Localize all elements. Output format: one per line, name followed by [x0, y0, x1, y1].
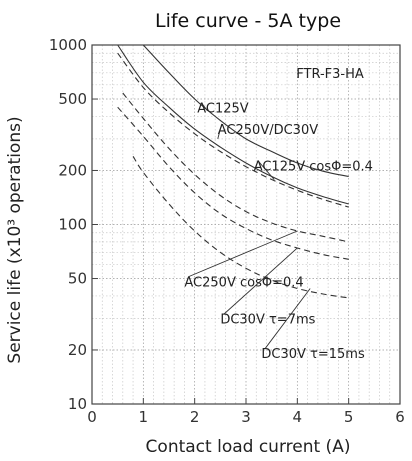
ticks-layer: 0 1 2 3 4 5 6 10 20 50 100 200 500 1000 — [49, 36, 405, 426]
x-tick-label: 2 — [190, 408, 200, 426]
x-tick-label: 4 — [293, 408, 303, 426]
leader-line-ac125v — [200, 102, 208, 112]
leader-line-ac250v-cos-0-4 — [188, 230, 298, 278]
leader-line-ac250v-dc30v — [217, 123, 223, 139]
annotation-dc30v-7ms: DC30V τ=7ms — [220, 313, 315, 328]
series-line-dc30v-15ms — [132, 155, 349, 299]
leader-line-dc30v-15ms — [265, 288, 311, 349]
series-layer — [117, 44, 349, 299]
x-tick-label: 5 — [344, 408, 354, 426]
annotation-ac125v-cos-0-4: AC125V cosΦ=0.4 — [254, 159, 373, 174]
annotation-ac250v-cos-0-4: AC250V cosΦ=0.4 — [184, 276, 303, 291]
annotation-dc30v-15ms: DC30V τ=15ms — [261, 347, 365, 362]
series-line-dc30v-7ms — [117, 106, 349, 260]
y-tick-label: 50 — [68, 270, 87, 288]
series-line-ac125v-cos-0-4 — [117, 52, 349, 208]
y-tick-label: 1000 — [49, 36, 87, 54]
y-axis-title: Service life (x10³ operations) — [5, 116, 25, 363]
series-line-ac250v-dc30v — [117, 44, 349, 205]
y-tick-label: 500 — [58, 90, 87, 108]
x-axis-title: Contact load current (A) — [146, 437, 351, 457]
series-line-ac250v-cos-0-4 — [122, 92, 349, 243]
annotation-ac125v: AC125V — [197, 102, 249, 117]
x-tick-label: 3 — [241, 408, 251, 426]
x-tick-label: 1 — [139, 408, 149, 426]
annotation-ac250v-dc30v: AC250V/DC30V — [218, 123, 318, 138]
series-line-ac125v — [142, 44, 349, 178]
chart-title: Life curve - 5A type — [155, 10, 341, 32]
annotation-layer: AC125V AC250V/DC30V AC125V cosΦ=0.4 AC250V … — [184, 102, 373, 363]
y-tick-label: 20 — [68, 341, 87, 359]
leader-line-dc30v-7ms — [224, 247, 298, 315]
x-tick-label: 6 — [395, 408, 405, 426]
leader-line-ac125v-cos-0-4 — [257, 160, 275, 180]
y-tick-label: 10 — [68, 395, 87, 413]
y-tick-label: 200 — [58, 161, 87, 179]
x-tick-label: 0 — [87, 408, 97, 426]
y-tick-label: 100 — [58, 216, 87, 234]
model-label: FTR-F3-HA — [296, 67, 364, 82]
